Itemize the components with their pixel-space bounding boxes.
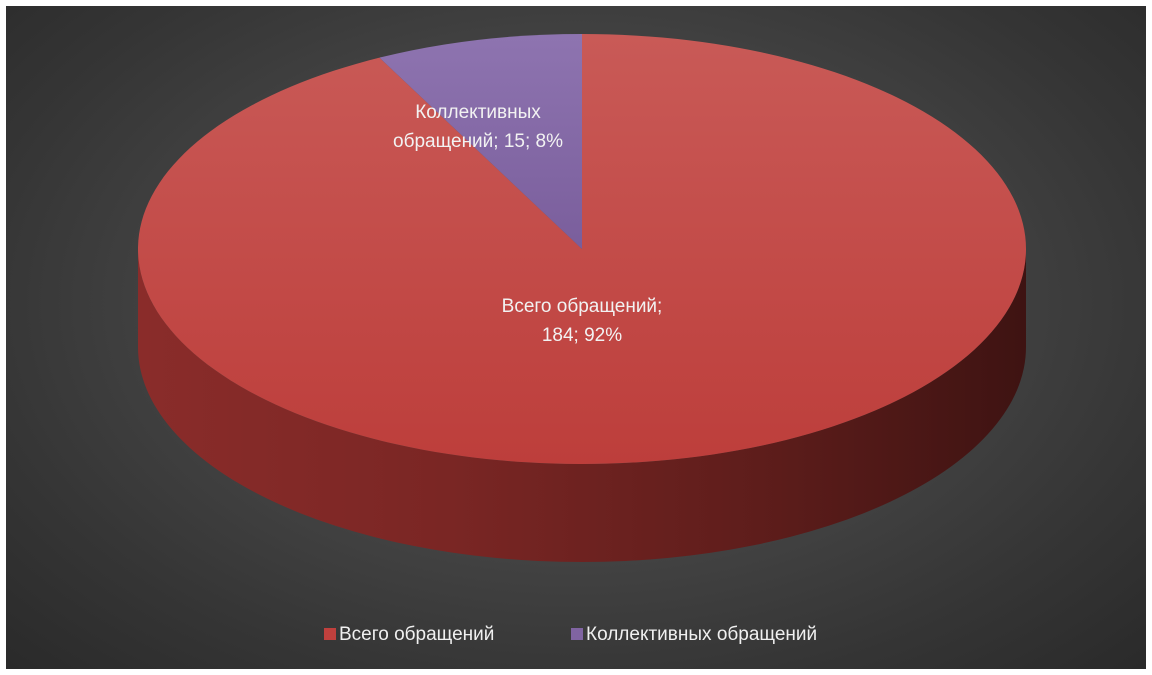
legend-label: Всего обращений xyxy=(339,624,494,645)
legend-item-1: Всего обращений xyxy=(324,624,494,645)
legend-item-2: Коллективных обращений xyxy=(571,624,817,645)
data-label-2: Коллективных обращений; 15; 8% xyxy=(393,102,563,152)
legend-swatch xyxy=(571,628,583,640)
chart-area: Всего обращений; 184; 92% Коллективных обра… xyxy=(6,6,1146,669)
legend-swatch xyxy=(324,628,336,640)
legend-label: Коллективных обращений xyxy=(586,624,817,645)
pie-chart: Всего обращений; 184; 92% Коллективных обра… xyxy=(137,34,1027,645)
legend: Всего обращений Коллективных обращений xyxy=(324,624,817,645)
data-label-1: Всего обращений; 184; 92% xyxy=(502,296,663,346)
pie-side-wall xyxy=(138,249,1026,562)
pie-slice-2 xyxy=(379,34,582,249)
